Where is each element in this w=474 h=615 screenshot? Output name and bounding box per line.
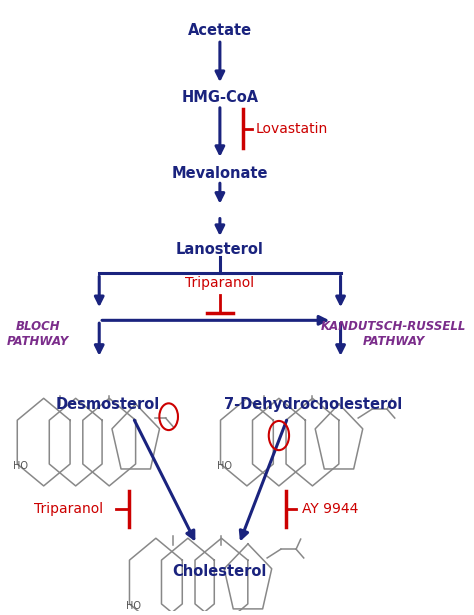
Text: KANDUTSCH-RUSSELL
PATHWAY: KANDUTSCH-RUSSELL PATHWAY — [321, 320, 466, 348]
Text: Cholesterol: Cholesterol — [173, 564, 267, 579]
Text: Lanosterol: Lanosterol — [176, 242, 264, 256]
Text: Mevalonate: Mevalonate — [172, 165, 268, 181]
Text: BLOCH
PATHWAY: BLOCH PATHWAY — [7, 320, 69, 348]
Text: HO: HO — [13, 461, 28, 471]
Text: 7-Dehydrocholesterol: 7-Dehydrocholesterol — [224, 397, 402, 412]
Text: Triparanol: Triparanol — [185, 276, 255, 290]
Text: Triparanol: Triparanol — [34, 502, 103, 516]
Text: Desmosterol: Desmosterol — [55, 397, 160, 412]
Text: Lovastatin: Lovastatin — [256, 122, 328, 136]
Text: Acetate: Acetate — [188, 23, 252, 38]
Text: AY 9944: AY 9944 — [302, 502, 359, 516]
Text: HO: HO — [217, 461, 231, 471]
Text: HO: HO — [126, 601, 140, 611]
Text: HMG-CoA: HMG-CoA — [182, 90, 258, 105]
